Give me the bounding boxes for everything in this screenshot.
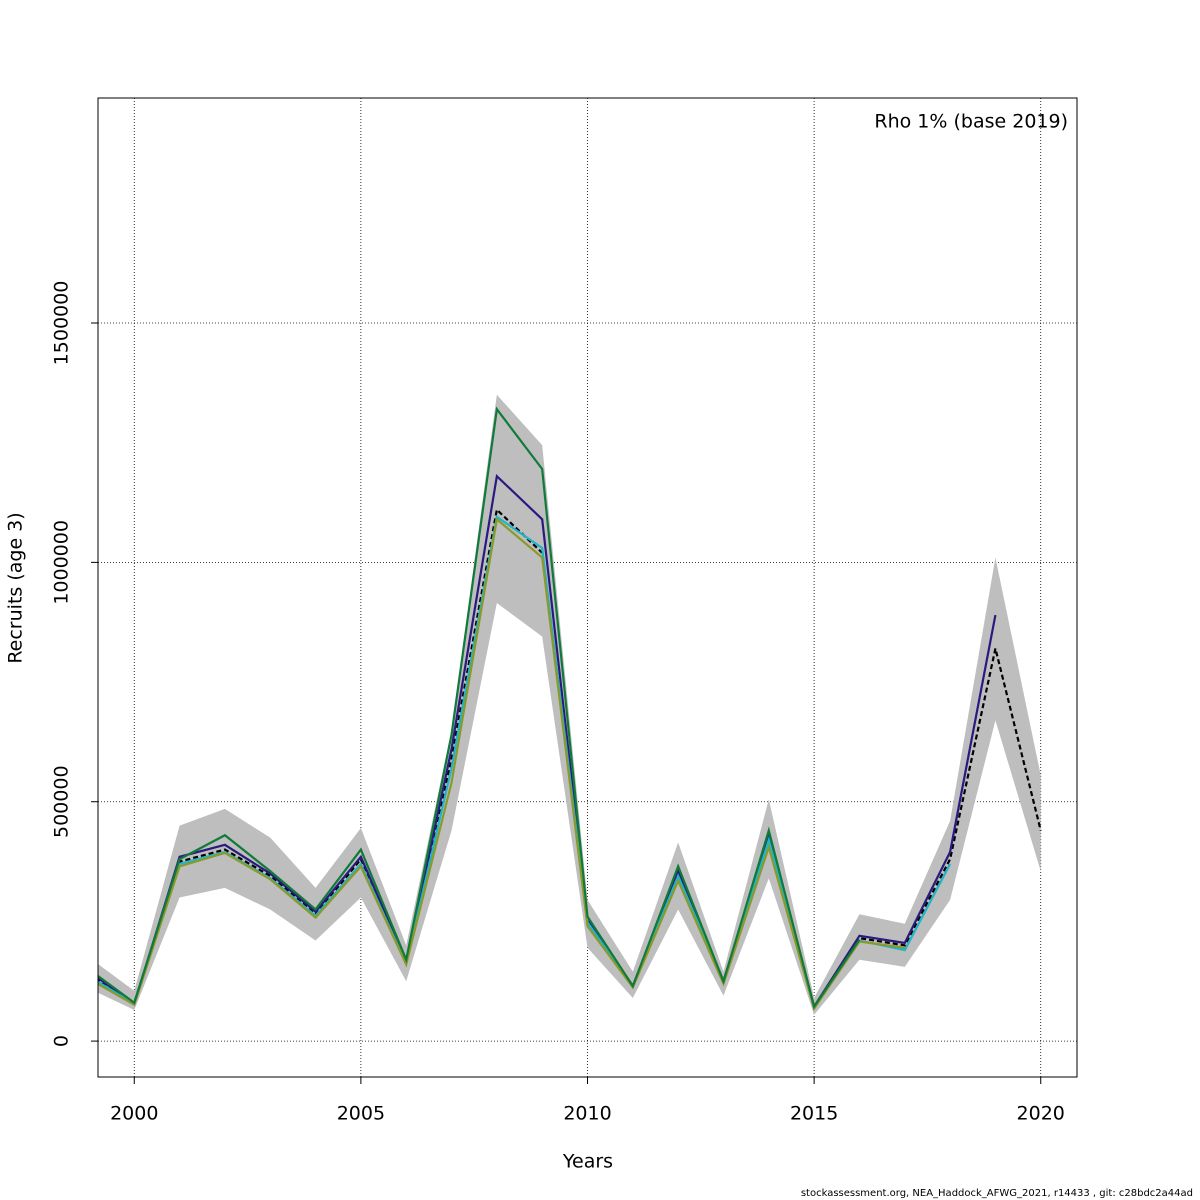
- x-tick-label: 2020: [1017, 1103, 1065, 1125]
- series-line: [98, 406, 861, 1010]
- annotation: Rho 1% (base 2019): [874, 111, 1068, 133]
- y-tick-label: 1000000: [51, 520, 73, 605]
- plot-area: [98, 98, 1077, 1077]
- series-line: [98, 517, 905, 1012]
- x-axis-label: Years: [562, 1151, 613, 1173]
- x-tick-label: 2000: [110, 1103, 158, 1125]
- x-tick-label: 2010: [563, 1103, 611, 1125]
- y-tick-label: 500000: [51, 765, 73, 838]
- y-tick-label: 0: [51, 1035, 73, 1047]
- series-line: [98, 473, 997, 1010]
- x-tick-label: 2005: [337, 1103, 385, 1125]
- y-axis-label: Recruits (age 3): [5, 512, 27, 663]
- confidence-band: [98, 394, 1041, 1015]
- series-line: [98, 507, 1042, 1011]
- x-tick-label: 2015: [790, 1103, 838, 1125]
- footer: stockassessment.org, NEA_Haddock_AFWG_20…: [801, 1188, 1193, 1199]
- y-tick-label: 1500000: [51, 281, 73, 366]
